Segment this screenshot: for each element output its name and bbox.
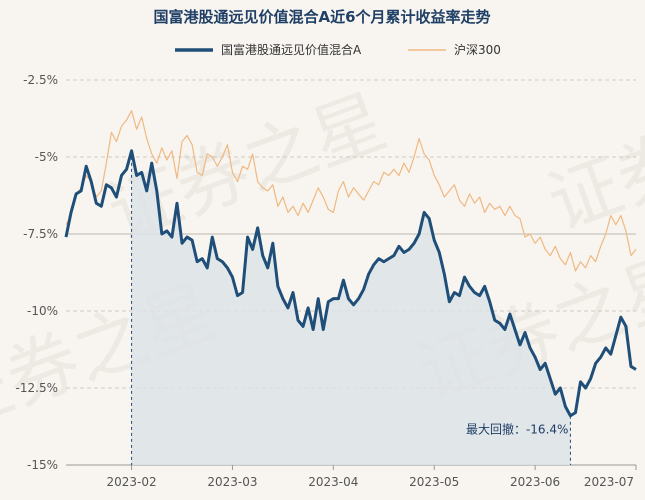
series-line-hs300 — [65, 110, 637, 272]
legend: 国富港股通远见价值混合A 沪深300 — [175, 42, 501, 57]
y-axis: -2.5% -5% -7.5% -10% -12.5% -15% — [16, 73, 58, 472]
y-tick-label: -10% — [27, 304, 58, 318]
x-tick-label: 2023-05 — [409, 475, 459, 489]
chart-title: 国富港股通远见价值混合A近6个月累计收益率走势 — [153, 8, 490, 26]
x-tick-label: 2023-02 — [107, 475, 157, 489]
drawdown-fill — [131, 150, 571, 465]
y-tick-label: -5% — [35, 150, 58, 164]
legend-label: 沪深300 — [454, 43, 501, 57]
x-tick-label: 2023-06 — [510, 475, 560, 489]
x-axis: 2023-02 2023-03 2023-04 2023-05 2023-06 2023-… — [107, 465, 637, 489]
legend-label: 国富港股通远见价值混合A — [221, 42, 362, 57]
max-drawdown-area — [131, 150, 571, 465]
x-tick-label: 2023-04 — [308, 475, 358, 489]
y-tick-label: -15% — [27, 458, 58, 472]
x-tick-label: 2023-03 — [207, 475, 257, 489]
series-line-fund — [64, 149, 637, 418]
series-layer — [64, 110, 637, 418]
y-tick-label: -12.5% — [16, 381, 58, 395]
max-drawdown-label: 最大回撤：-16.4% — [466, 422, 568, 437]
x-tick-label: 2023-07 — [584, 475, 634, 489]
y-tick-label: -2.5% — [23, 73, 58, 87]
y-tick-label: -7.5% — [23, 227, 58, 241]
